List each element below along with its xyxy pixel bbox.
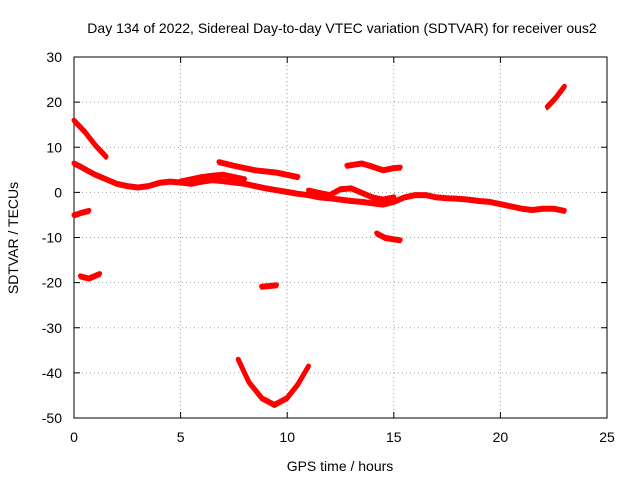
x-tick-label: 20 (493, 429, 509, 445)
chart-title: Day 134 of 2022, Sidereal Day-to-day VTE… (87, 20, 597, 36)
series-hump-overlay (217, 162, 300, 181)
series-offset-band-overlay (307, 188, 396, 203)
series-short-dip-overlay (72, 210, 91, 219)
y-tick-label: -50 (42, 410, 62, 426)
tick-labels: 0 5 10 15 20 25 -50 -40 -30 -20 -10 0 10 20 30 (42, 49, 615, 445)
y-tick-label: 20 (46, 94, 62, 110)
series-rising-end-overlay (545, 86, 566, 111)
series-main-trace-overlay (72, 163, 566, 214)
axis-ticks (73, 56, 608, 419)
series-hump (216, 159, 301, 180)
series-small-fragment-overlay (260, 285, 278, 290)
series-offset-band (306, 185, 397, 202)
y-tick-label: -30 (42, 320, 62, 336)
series-deep-curve-overlay (236, 359, 310, 408)
y-tick-label: 30 (46, 49, 62, 65)
y-tick-label: -10 (42, 230, 62, 246)
x-tick-label: 25 (599, 429, 615, 445)
series-small-fragment (259, 282, 279, 289)
series-bump (344, 160, 403, 173)
x-tick-label: 0 (70, 429, 78, 445)
x-axis-label: GPS time / hours (287, 458, 394, 474)
x-tick-label: 15 (386, 429, 402, 445)
series-descending-start-overlay (72, 120, 108, 160)
y-tick-label: -40 (42, 365, 62, 381)
series-low-segment-overlay (78, 274, 102, 282)
series-group (71, 83, 567, 408)
series-short-dip (71, 207, 92, 218)
series-upper-band (178, 171, 248, 184)
series-upper-band-overlay (179, 174, 247, 185)
y-tick-label: 0 (54, 184, 62, 200)
x-tick-label: 10 (279, 429, 295, 445)
series-lower-fragment-overlay (375, 233, 402, 244)
series-bump-overlay (345, 163, 402, 174)
y-tick-label: -20 (42, 275, 62, 291)
grid (74, 57, 607, 418)
y-tick-label: 10 (46, 139, 62, 155)
x-tick-label: 5 (177, 429, 185, 445)
series-main-trace (71, 160, 567, 213)
y-axis-label: SDTVAR / TECUs (5, 182, 21, 294)
series-low-segment (77, 271, 103, 281)
series-lower-fragment (374, 230, 403, 243)
